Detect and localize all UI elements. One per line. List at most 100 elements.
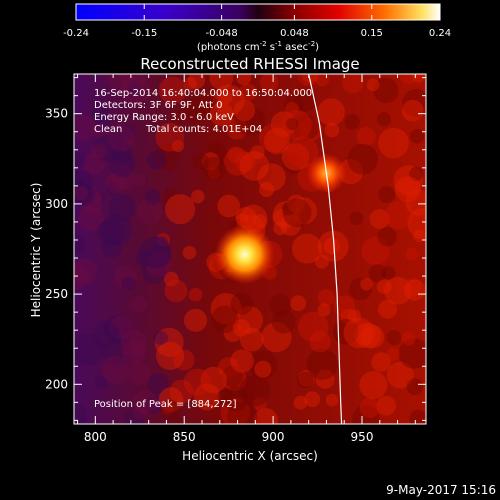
mottle-blob [279, 214, 302, 236]
mottle-blob [156, 341, 185, 370]
mottle-blob [158, 76, 187, 104]
footer-date: 9-May-2017 15:16 [386, 483, 496, 497]
mottle-blob [409, 409, 426, 424]
mottle-blob [106, 123, 135, 152]
mottle-blob [259, 123, 288, 153]
mottle-blob [366, 78, 380, 92]
mottle-blob [283, 94, 304, 115]
mottle-blob [128, 362, 151, 385]
mottle-blob [281, 110, 312, 141]
mottle-blob [376, 279, 392, 295]
mottle-blob [130, 295, 148, 313]
colorbar-tick-label: 0.24 [429, 28, 451, 39]
mottle-blob [218, 90, 233, 105]
y-tick-label: 250 [45, 287, 68, 301]
mottle-blob [254, 360, 272, 378]
source-peak-primary [214, 224, 275, 285]
mottle-blob [74, 185, 89, 201]
mottle-blob [386, 347, 400, 361]
mottle-blob [150, 397, 168, 415]
mottle-blob [360, 325, 385, 349]
mottle-blob [407, 207, 426, 240]
mottle-blob [105, 172, 127, 194]
mottle-blob [74, 258, 98, 285]
mottle-blob [213, 84, 245, 117]
annotation-energy: Energy Range: 3.0 - 6.0 keV [94, 112, 234, 123]
mottle-blob [298, 370, 315, 387]
mottle-blob [117, 123, 136, 142]
mottle-blob [290, 197, 318, 225]
mottle-blob [403, 279, 426, 301]
x-tick-label: 950 [351, 430, 374, 444]
mottle-blob [120, 76, 152, 107]
mottle-blob [217, 388, 233, 404]
mottle-blob [235, 306, 264, 334]
mottle-blob [261, 322, 292, 353]
mottle-blob [406, 378, 424, 395]
mottle-blob [156, 233, 171, 247]
mottle-blob [182, 245, 197, 260]
mottle-blob [341, 74, 364, 94]
mottle-blob [293, 115, 319, 141]
mottle-blob [235, 206, 257, 229]
mottle-blob [317, 289, 336, 307]
mottle-blob [136, 198, 163, 225]
mottle-blob [399, 177, 421, 199]
mottle-blob [285, 117, 299, 131]
mottle-blob [290, 295, 307, 312]
mottle-blob [147, 372, 169, 395]
mottle-blob [377, 299, 398, 319]
y-tick-label: 300 [45, 197, 68, 211]
mottle-blob [273, 221, 288, 236]
mottle-blob [378, 127, 409, 159]
mottle-blob [411, 74, 426, 83]
mottle-blob [107, 194, 136, 223]
mottle-blob [101, 355, 131, 384]
mottle-blob [94, 134, 123, 163]
mottle-blob [286, 194, 305, 213]
mottle-blob [183, 77, 197, 91]
mottle-blob [126, 80, 141, 94]
mottle-blob [158, 387, 184, 412]
mottle-blob [74, 114, 96, 142]
mottle-blob [180, 97, 207, 124]
mottle-blob [74, 404, 88, 424]
mottle-blob [207, 167, 220, 180]
mottle-blob [333, 295, 356, 318]
mottle-blob [183, 308, 208, 332]
mottle-blob [314, 74, 330, 87]
heatmap-image [74, 74, 426, 424]
mottle-blob [235, 105, 266, 136]
mottle-blob [193, 383, 221, 411]
mottle-blob [349, 277, 373, 301]
mottle-blob [306, 348, 338, 380]
colorbar-tick-label: 0.15 [361, 28, 383, 39]
mottle-blob [349, 211, 364, 226]
mottle-blob [133, 174, 146, 187]
mottle-blob [200, 366, 227, 394]
mottle-blob [344, 114, 360, 130]
colorbar-tick-label: -0.048 [205, 28, 237, 39]
colorbar-tick-label: -0.24 [63, 28, 89, 39]
mottle-blob [323, 237, 341, 255]
mottle-blob [109, 315, 134, 340]
mottle-blob [132, 390, 157, 414]
mottle-blob [91, 144, 107, 160]
mottle-blob [401, 99, 424, 122]
mottle-blob [236, 74, 252, 85]
mottle-blob [107, 74, 135, 92]
colorbar-unit-label: (photons cm-2 s-1 asec-2) [197, 40, 319, 53]
mottle-blob [88, 190, 105, 207]
mottle-blob [340, 308, 357, 325]
mottle-blob [297, 371, 314, 389]
y-tick-label: 350 [45, 107, 68, 121]
mottle-blob [359, 371, 388, 400]
mottle-blob [114, 266, 138, 289]
mottle-blob [74, 170, 93, 195]
mottle-blob [286, 136, 319, 169]
mottle-blob [371, 352, 391, 373]
mottle-blob [376, 395, 396, 416]
mottle-blob [191, 189, 205, 204]
chart-title: Reconstructed RHESSI Image [140, 55, 359, 73]
mottle-blob [144, 188, 161, 205]
